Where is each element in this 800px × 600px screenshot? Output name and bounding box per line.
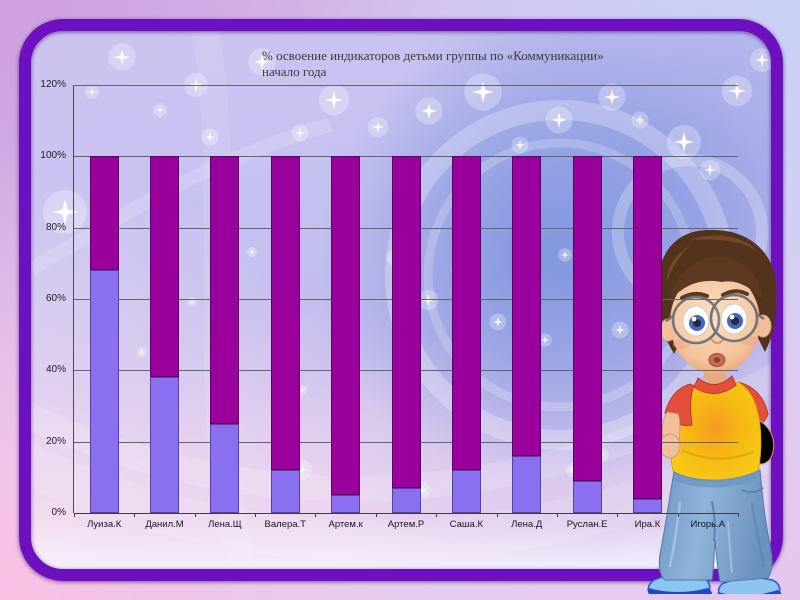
boy-nose bbox=[710, 338, 725, 345]
cartoon-boy-image bbox=[647, 229, 782, 594]
boy-jeans-waistband bbox=[674, 470, 760, 488]
boy-shirt-fold bbox=[681, 449, 755, 460]
border-frame bbox=[19, 19, 783, 581]
boy-eyebrow-right bbox=[721, 289, 749, 297]
boy-eyebrow-left bbox=[680, 291, 709, 300]
boy-fringe bbox=[669, 256, 763, 302]
boy-hand-left bbox=[659, 433, 681, 459]
boy-mouth-inner bbox=[713, 357, 721, 363]
boy-jeans-folds bbox=[668, 487, 765, 573]
boy-glasses bbox=[665, 293, 765, 345]
boy-eyes bbox=[682, 303, 748, 337]
boy-collar bbox=[693, 375, 737, 394]
